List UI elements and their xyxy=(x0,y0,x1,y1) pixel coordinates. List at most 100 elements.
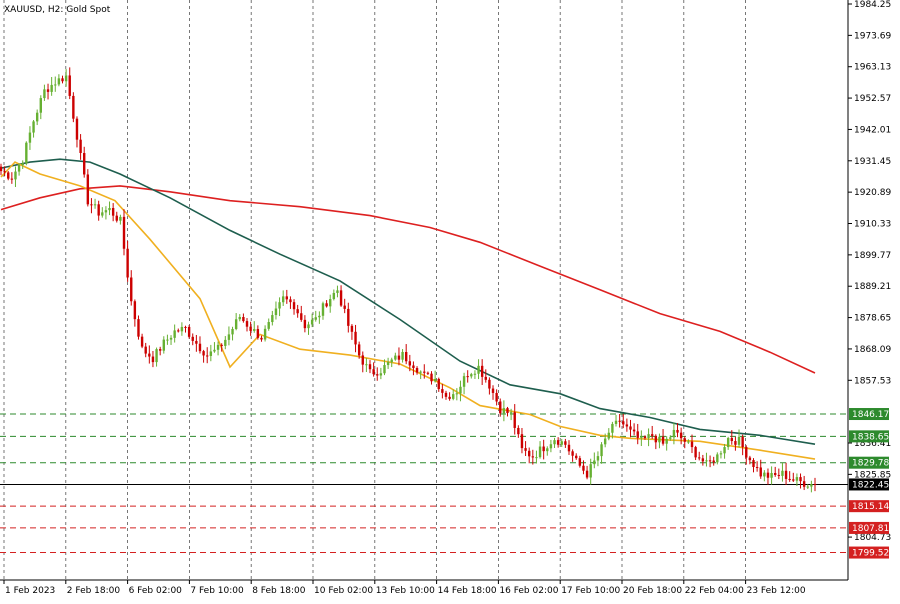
candle xyxy=(712,456,715,466)
candle xyxy=(527,447,531,464)
candle xyxy=(234,313,238,331)
level-tag-label: 1846.17 xyxy=(852,410,889,420)
x-tick-label: 8 Feb 18:00 xyxy=(252,586,306,596)
candle xyxy=(766,468,770,485)
candle xyxy=(372,362,375,377)
y-tick-label: 1942.01 xyxy=(854,125,891,135)
level-tag-current xyxy=(849,478,889,491)
candle xyxy=(64,69,68,87)
candle xyxy=(289,296,292,309)
candle xyxy=(191,333,194,346)
candle xyxy=(224,336,227,350)
x-tick-label: 2 Feb 18:00 xyxy=(67,586,121,596)
candle xyxy=(115,211,118,223)
level-tag-label: 1829.78 xyxy=(852,459,889,469)
candle xyxy=(390,357,393,368)
candle xyxy=(448,392,451,401)
candle xyxy=(795,473,799,486)
candle xyxy=(473,370,477,379)
candle xyxy=(625,418,629,432)
candle xyxy=(361,351,364,373)
candle xyxy=(3,166,6,176)
candle xyxy=(520,427,524,454)
candle xyxy=(737,429,741,448)
candle xyxy=(310,313,314,328)
candle xyxy=(300,305,303,322)
candle xyxy=(397,347,401,366)
candle xyxy=(256,325,260,340)
candle xyxy=(383,359,386,376)
candle xyxy=(206,347,209,364)
candle xyxy=(676,423,679,438)
candle xyxy=(285,289,289,304)
candle xyxy=(274,301,278,320)
candle xyxy=(318,311,321,324)
level-tag-resistance xyxy=(849,430,889,443)
candle xyxy=(716,452,719,465)
candle xyxy=(781,462,784,482)
candle xyxy=(792,472,795,483)
candle xyxy=(585,465,589,480)
candle xyxy=(770,466,773,485)
candle xyxy=(267,318,270,331)
candle xyxy=(101,207,104,218)
candle xyxy=(578,455,582,468)
candle xyxy=(480,359,484,385)
level-tag-resistance xyxy=(849,456,889,469)
candle xyxy=(32,120,35,138)
candle xyxy=(462,372,466,395)
candle xyxy=(86,169,90,207)
candle xyxy=(368,360,372,374)
candle xyxy=(444,390,448,400)
candle xyxy=(564,438,567,448)
level-tag-support xyxy=(849,500,889,513)
candle xyxy=(386,357,390,369)
candle xyxy=(173,324,176,343)
candle xyxy=(705,452,708,467)
candle xyxy=(679,427,683,445)
candle xyxy=(57,74,61,87)
x-tick-label: 22 Feb 04:00 xyxy=(685,586,744,596)
time-axis: 1 Feb 2023 2 Feb 18:00 6 Feb 02:00 7 Feb 10… xyxy=(3,580,806,596)
candle xyxy=(426,371,430,375)
candle xyxy=(54,76,57,92)
candle xyxy=(806,484,809,489)
candle xyxy=(546,446,549,456)
candle xyxy=(130,270,133,306)
candle xyxy=(17,163,21,176)
level-tag-label: 1838.65 xyxy=(852,432,889,442)
candle xyxy=(748,455,752,465)
candle xyxy=(325,300,328,308)
candle xyxy=(231,326,234,341)
candle xyxy=(162,336,165,354)
candle xyxy=(365,358,368,373)
candle xyxy=(25,141,28,166)
candle xyxy=(618,413,621,428)
candle xyxy=(339,285,343,307)
price-levels xyxy=(0,413,848,554)
candle xyxy=(452,389,455,401)
candle xyxy=(238,314,241,322)
candle xyxy=(491,385,495,400)
candle xyxy=(470,372,473,379)
candle xyxy=(575,453,578,460)
candle xyxy=(535,450,538,464)
level-tag-support xyxy=(849,546,889,559)
candle xyxy=(611,421,614,439)
x-tick-label: 1 Feb 2023 xyxy=(5,586,55,596)
candle xyxy=(506,406,509,417)
candle xyxy=(177,328,180,333)
candle xyxy=(216,341,220,356)
candle xyxy=(784,462,788,485)
candle xyxy=(636,423,639,445)
candle xyxy=(560,438,563,447)
candle xyxy=(542,439,545,460)
candle xyxy=(567,440,571,455)
y-tick-label: 1889.21 xyxy=(854,282,891,292)
candle xyxy=(647,428,650,447)
ma-fast-line xyxy=(0,161,816,460)
candle xyxy=(39,95,42,120)
level-tag-label: 1799.52 xyxy=(852,549,889,559)
candle xyxy=(321,301,325,320)
